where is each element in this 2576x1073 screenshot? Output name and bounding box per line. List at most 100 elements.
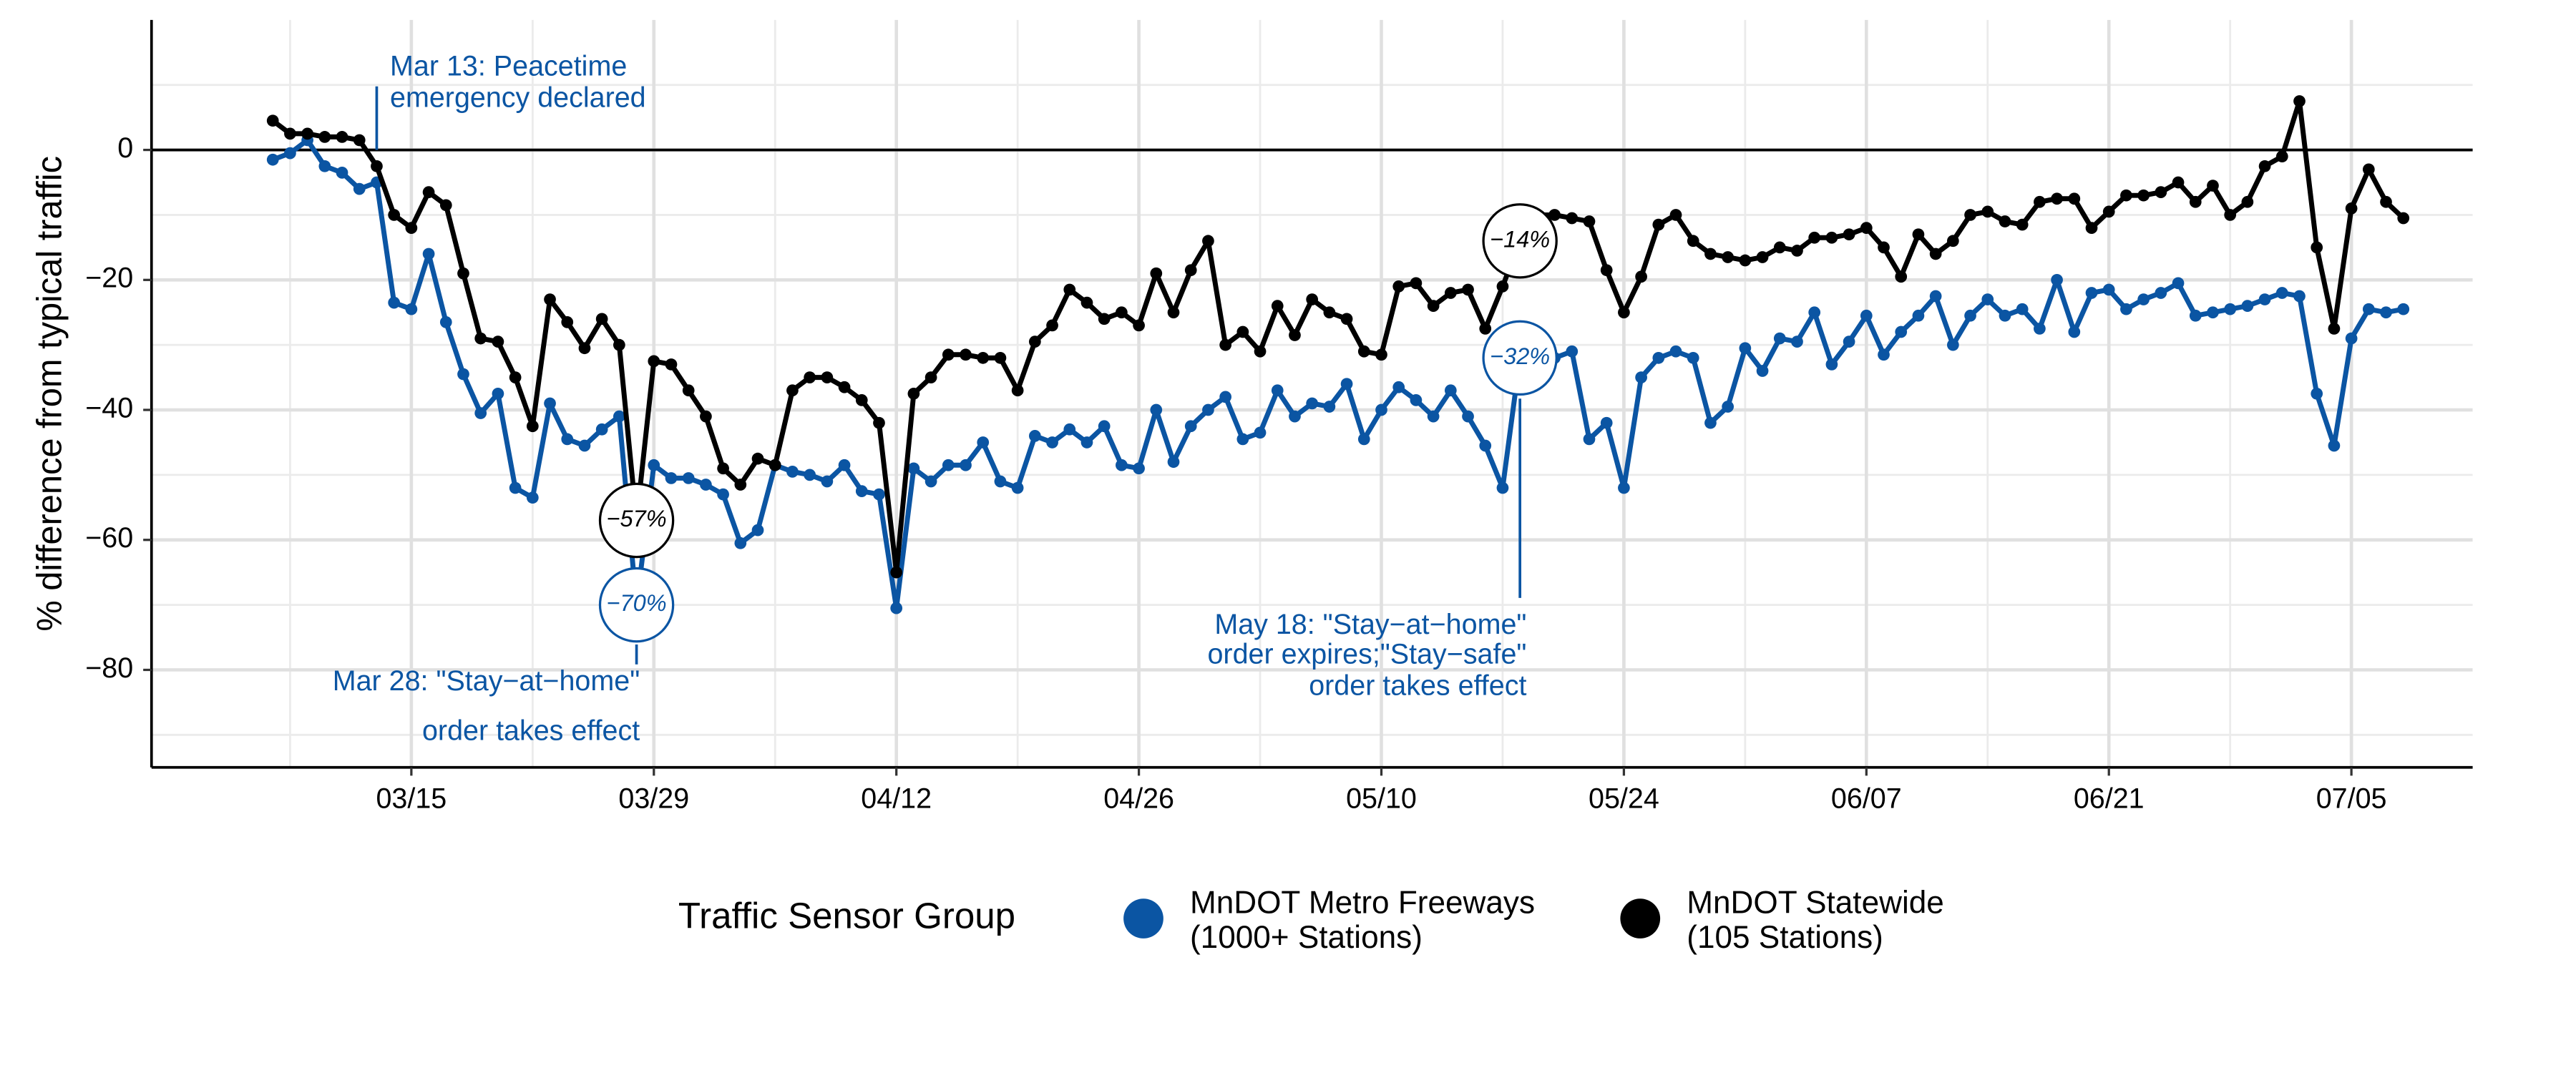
data-point bbox=[1669, 209, 1682, 221]
data-point bbox=[855, 394, 868, 406]
data-point bbox=[2155, 287, 2167, 299]
annotation-text: emergency declared bbox=[390, 82, 646, 114]
data-point bbox=[595, 313, 608, 325]
x-tick-label: 04/12 bbox=[861, 783, 932, 815]
data-point bbox=[1773, 332, 1786, 345]
data-point bbox=[1011, 481, 1024, 494]
data-point bbox=[1929, 248, 1942, 260]
data-point bbox=[1167, 456, 1180, 469]
data-point bbox=[353, 134, 366, 147]
data-point bbox=[1722, 251, 1735, 263]
data-point bbox=[1652, 351, 1665, 364]
data-point bbox=[266, 153, 279, 166]
data-point bbox=[960, 459, 972, 471]
data-point bbox=[1964, 309, 1976, 322]
data-point bbox=[1427, 300, 1440, 313]
data-point bbox=[1375, 348, 1387, 361]
data-point bbox=[700, 410, 712, 423]
data-point bbox=[1808, 306, 1821, 319]
data-point bbox=[1496, 481, 1509, 494]
data-point bbox=[1878, 241, 1890, 254]
data-point bbox=[1219, 391, 1231, 403]
legend-marker bbox=[1620, 898, 1661, 939]
data-point bbox=[1843, 228, 1855, 241]
value-label: −14% bbox=[1490, 226, 1550, 252]
data-point bbox=[734, 479, 747, 491]
data-point bbox=[422, 248, 435, 260]
data-point bbox=[1098, 313, 1111, 325]
data-point bbox=[1028, 335, 1041, 348]
data-point bbox=[1791, 245, 1803, 257]
data-point bbox=[1756, 365, 1769, 377]
data-point bbox=[804, 469, 816, 481]
data-point bbox=[924, 371, 937, 383]
data-point bbox=[1479, 323, 1492, 335]
data-point bbox=[1946, 235, 1959, 248]
data-point bbox=[492, 387, 504, 400]
data-point bbox=[1999, 309, 2011, 322]
data-point bbox=[1254, 345, 1267, 358]
data-point bbox=[1375, 403, 1387, 416]
data-point bbox=[1116, 459, 1128, 471]
data-point bbox=[1150, 403, 1163, 416]
data-point bbox=[1635, 270, 1647, 283]
data-point bbox=[2241, 300, 2254, 313]
data-point bbox=[2034, 323, 2046, 335]
data-point bbox=[890, 602, 903, 614]
data-point bbox=[1618, 481, 1630, 494]
data-point bbox=[1116, 306, 1128, 319]
data-point bbox=[2275, 150, 2288, 163]
data-point bbox=[1236, 433, 1249, 446]
data-point bbox=[1184, 420, 1197, 433]
data-point bbox=[2258, 160, 2271, 172]
data-point bbox=[2189, 309, 2202, 322]
x-tick-label: 03/29 bbox=[618, 783, 689, 815]
data-point bbox=[1063, 423, 1076, 436]
data-point bbox=[1652, 218, 1665, 231]
data-point bbox=[855, 485, 868, 497]
data-point bbox=[1392, 381, 1405, 393]
data-point bbox=[821, 475, 834, 488]
data-point bbox=[1046, 319, 1058, 332]
data-point bbox=[2293, 290, 2306, 303]
data-point bbox=[2380, 195, 2392, 208]
data-point bbox=[1289, 329, 1301, 341]
data-point bbox=[2155, 186, 2167, 199]
data-point bbox=[2120, 303, 2132, 315]
label-bubble bbox=[1482, 203, 1558, 279]
data-point bbox=[405, 222, 418, 234]
series-line bbox=[271, 98, 2406, 575]
value-label: −57% bbox=[607, 506, 667, 531]
data-point bbox=[1600, 264, 1613, 277]
data-point bbox=[1444, 287, 1457, 299]
data-point bbox=[1392, 280, 1405, 293]
data-point bbox=[1323, 306, 1336, 319]
x-tick-label: 06/21 bbox=[2074, 783, 2145, 815]
data-point bbox=[439, 316, 452, 328]
data-point bbox=[2345, 202, 2358, 215]
data-point bbox=[1167, 306, 1180, 319]
data-point bbox=[1219, 338, 1231, 351]
data-point bbox=[2362, 303, 2375, 315]
data-point bbox=[682, 472, 695, 484]
data-point bbox=[266, 114, 279, 127]
data-point bbox=[1306, 293, 1319, 305]
data-point bbox=[1808, 231, 1821, 244]
data-point bbox=[457, 368, 469, 381]
data-point bbox=[1080, 436, 1093, 449]
data-point bbox=[388, 209, 401, 221]
data-point bbox=[1999, 215, 2011, 227]
data-point bbox=[1410, 394, 1423, 406]
data-point bbox=[1635, 371, 1647, 383]
data-point bbox=[2328, 323, 2341, 335]
data-point bbox=[665, 472, 678, 484]
data-point bbox=[717, 462, 729, 475]
data-point bbox=[1843, 335, 1855, 348]
annotation-text: May 18: "Stay−at−home" bbox=[1214, 609, 1526, 640]
data-point bbox=[457, 267, 469, 280]
annotation-text: order expires;"Stay−safe" bbox=[1207, 639, 1526, 670]
data-point bbox=[2068, 325, 2081, 338]
x-tick-label: 04/26 bbox=[1103, 783, 1174, 815]
data-point bbox=[2311, 387, 2323, 400]
